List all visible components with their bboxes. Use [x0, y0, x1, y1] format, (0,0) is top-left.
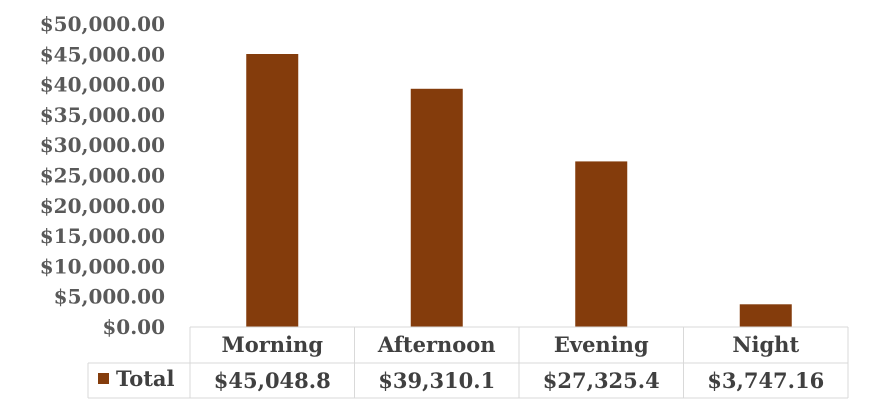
table-value-cell: $27,325.4 — [543, 368, 660, 393]
table-value-cell: $39,310.1 — [378, 368, 495, 393]
legend-series-name: Total — [116, 366, 175, 391]
y-tick-label: $45,000.00 — [40, 42, 165, 66]
x-category-label: Afternoon — [377, 332, 496, 357]
bar-afternoon — [410, 88, 463, 327]
y-tick-label: $25,000.00 — [40, 164, 165, 188]
y-tick-label: $15,000.00 — [40, 224, 165, 248]
table-value-cell: $3,747.16 — [707, 368, 824, 393]
y-tick-label: $50,000.00 — [40, 12, 165, 36]
x-category-label: Night — [732, 332, 799, 357]
bar-morning — [246, 54, 299, 327]
y-tick-label: $40,000.00 — [40, 73, 165, 97]
y-tick-label: $5,000.00 — [54, 285, 165, 309]
data-table: Morning Afternoon Evening Night Total $45,048… — [87, 326, 849, 399]
legend-swatch — [98, 373, 109, 384]
y-tick-label: $0.00 — [102, 315, 165, 339]
y-axis: $0.00 $5,000.00 $10,000.00 $15,000.00 $20,00… — [40, 12, 165, 339]
bar-evening — [575, 161, 628, 327]
x-category-label: Morning — [221, 332, 323, 357]
bar-night — [739, 304, 792, 327]
y-tick-label: $20,000.00 — [40, 194, 165, 218]
table-value-cell: $45,048.8 — [214, 368, 331, 393]
x-category-label: Evening — [554, 332, 649, 357]
y-tick-label: $35,000.00 — [40, 103, 165, 127]
bars — [246, 54, 792, 327]
y-tick-label: $10,000.00 — [40, 254, 165, 278]
y-tick-label: $30,000.00 — [40, 133, 165, 157]
